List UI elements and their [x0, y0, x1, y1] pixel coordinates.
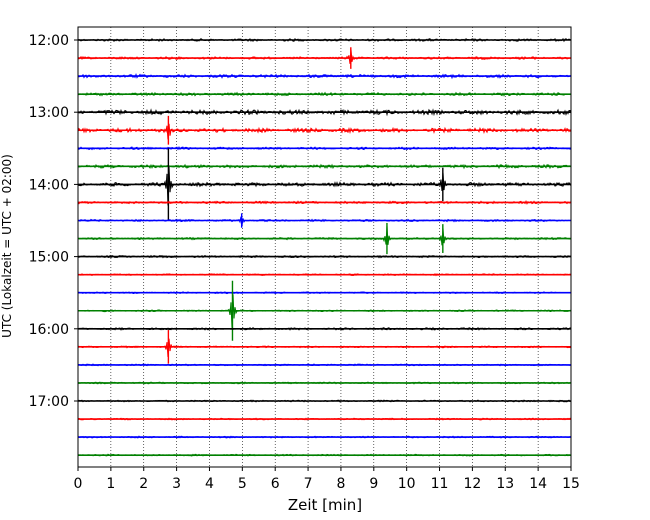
trace-series: [77, 123, 572, 140]
x-tick-label: 10: [398, 476, 416, 492]
y-tick-label: 14:00: [29, 177, 69, 193]
x-tick-label: 2: [139, 476, 148, 492]
x-tick-label: 8: [336, 476, 345, 492]
y-axis-label: UTC (Lokalzeit = UTC + 02:00): [0, 154, 14, 338]
plot-frame: [77, 26, 572, 468]
y-tick-label: 17:00: [29, 394, 69, 410]
x-tick-label: 9: [369, 476, 378, 492]
x-tick-label: 15: [562, 476, 580, 492]
x-tick-label: 12: [463, 476, 481, 492]
trace-series: [77, 338, 572, 358]
x-tick-label: 14: [529, 476, 547, 492]
x-tick-label: 13: [496, 476, 514, 492]
grid-layer: [110, 27, 539, 467]
trace-series: [77, 167, 572, 206]
x-tick-label: 0: [74, 476, 83, 492]
trace-series: [77, 49, 572, 64]
trace-layer: [77, 37, 572, 457]
x-tick-label: 11: [431, 476, 449, 492]
y-tick-label: 12:00: [29, 33, 69, 49]
x-tick-label: 5: [238, 476, 247, 492]
x-tick-label: 6: [271, 476, 280, 492]
y-tick-label: 13:00: [29, 105, 69, 121]
y-axis-ticks: 12:00 13:00 14:00 15:00 16:00 17:00: [29, 33, 78, 410]
x-axis-ticks: 0 1 2 3 4 5 6 7 8 9 10 11 12 13 14 15: [74, 467, 580, 492]
y-tick-label: 16:00: [29, 322, 69, 338]
x-tick-label: 4: [205, 476, 214, 492]
x-tick-label: 7: [304, 476, 313, 492]
x-tick-label: 3: [172, 476, 181, 492]
trace-series: [77, 226, 572, 246]
x-tick-label: 1: [106, 476, 115, 492]
x-axis-label: Zeit [min]: [288, 496, 362, 514]
y-tick-label: 15:00: [29, 250, 69, 266]
